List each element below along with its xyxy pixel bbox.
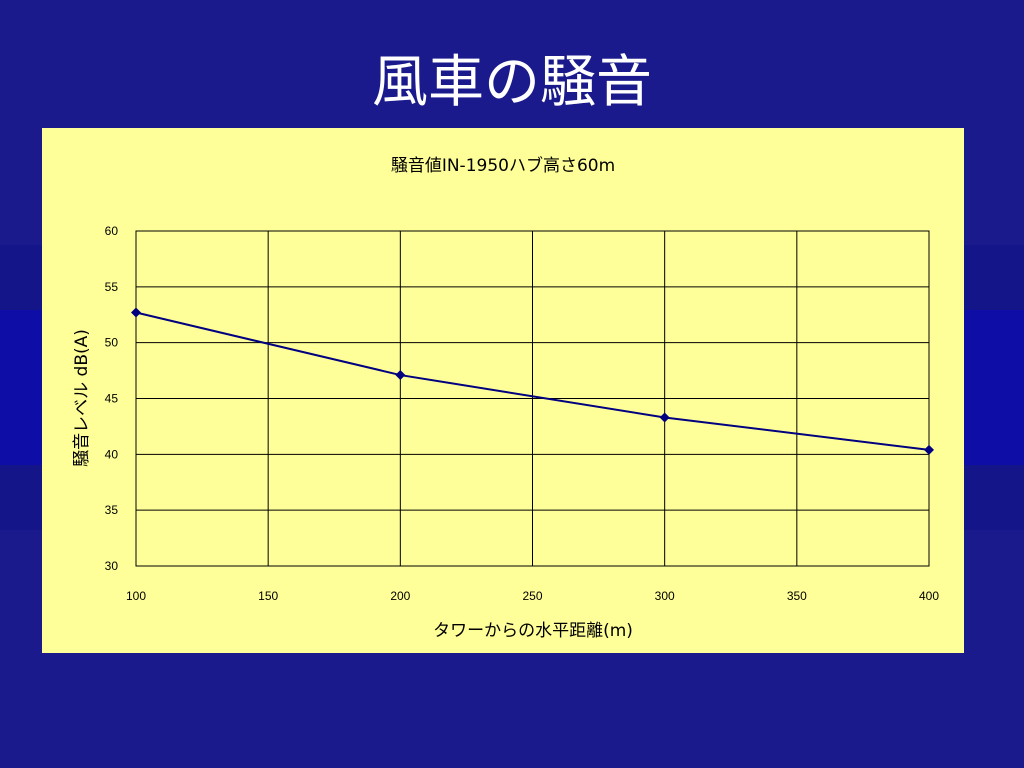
y-tick-label: 60	[105, 224, 119, 238]
chart-ticks: 100 150 200 250 300 350 400 30 35 40 45 50 55 60	[105, 224, 940, 603]
chart-title: 騒音値IN-1950ハブ高さ60m	[391, 155, 615, 176]
x-tick-label: 400	[919, 589, 939, 603]
y-tick-label: 45	[105, 392, 119, 406]
plot-frame	[135, 230, 930, 567]
x-tick-label: 150	[258, 589, 278, 603]
x-tick-label: 250	[522, 589, 542, 603]
data-point-marker	[395, 370, 406, 381]
x-tick-label: 200	[390, 589, 410, 603]
slide-title: 風車の騒音	[372, 50, 652, 115]
y-tick-label: 50	[105, 336, 119, 350]
y-tick-label: 30	[105, 559, 119, 573]
y-tick-label: 40	[105, 447, 119, 461]
x-axis-label: タワーからの水平距離(m)	[433, 621, 633, 641]
series-line	[135, 311, 930, 451]
x-tick-label: 350	[787, 589, 807, 603]
x-tick-label: 100	[126, 589, 146, 603]
y-tick-label: 55	[105, 280, 119, 294]
data-point-marker	[924, 444, 934, 455]
data-point-marker	[659, 412, 670, 423]
x-tick-label: 300	[655, 589, 675, 603]
y-axis-label: 騒音レベル dB(A)	[72, 329, 92, 467]
chart-grid	[135, 230, 930, 567]
y-tick-label: 35	[105, 503, 119, 517]
data-point-marker	[131, 307, 141, 318]
chart-series	[131, 307, 934, 455]
